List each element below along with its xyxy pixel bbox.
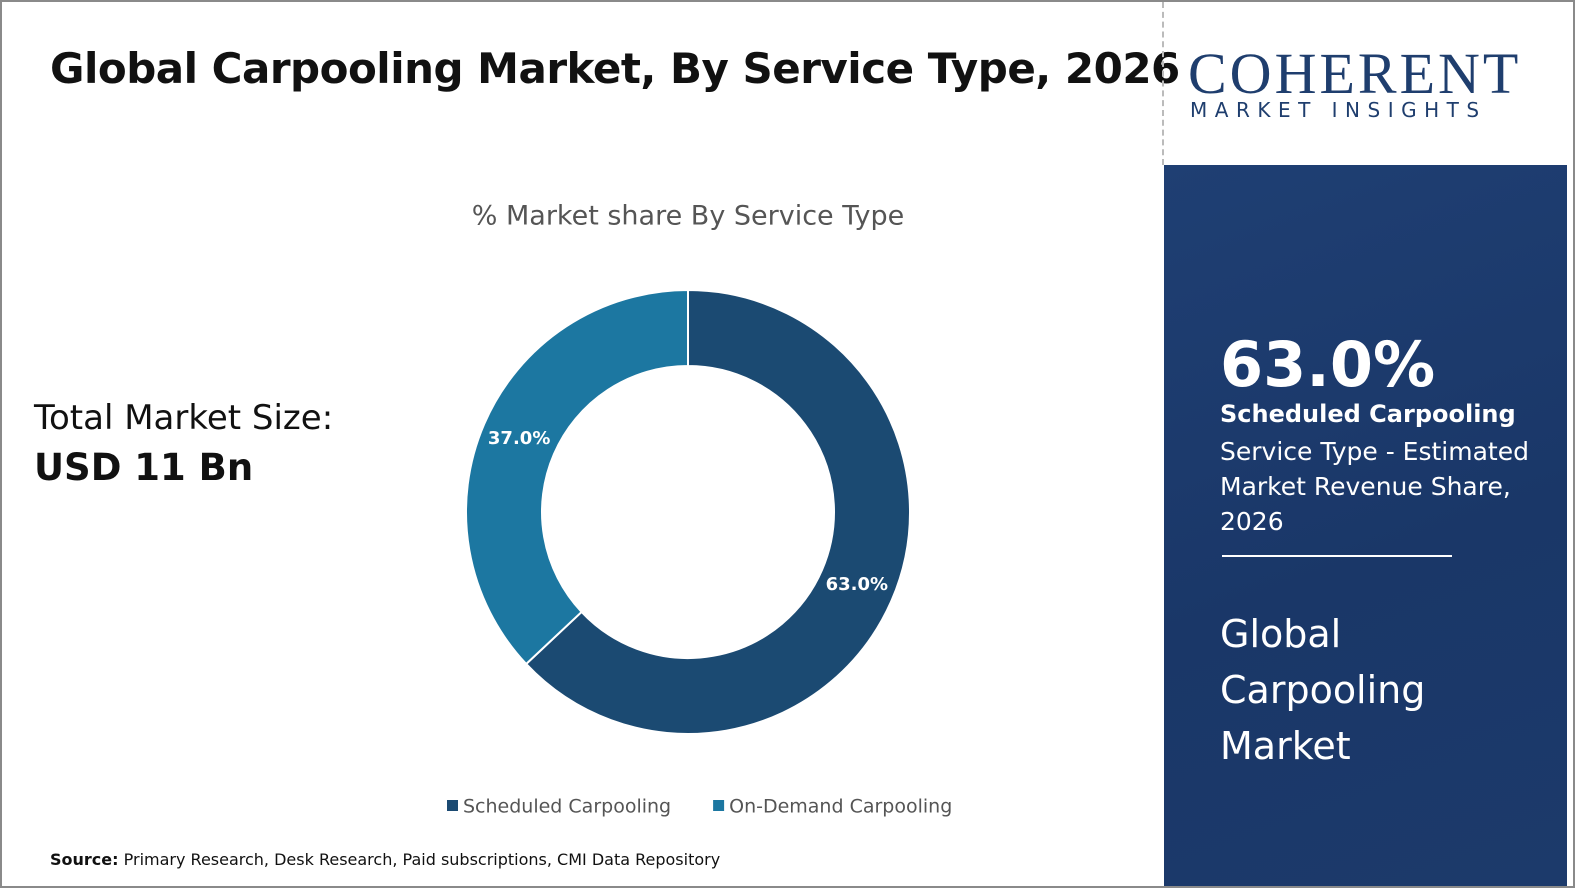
highlight-panel [1164,165,1567,886]
data-label: 37.0% [488,428,550,449]
logo-tagline: MARKET INSIGHTS [1190,98,1487,122]
legend-label: Scheduled Carpooling [463,796,671,818]
chart: % Market share By Service Type 63.0% 37.0… [447,201,952,818]
legend-swatch [713,800,725,811]
donut-segment [524,288,911,735]
source-label: Source: [50,850,119,869]
divider [1162,2,1164,165]
highlight-market: Global Carpooling Market [1220,612,1426,768]
data-label: 63.0% [826,574,888,595]
legend-label: On-Demand Carpooling [729,796,952,818]
chart-title: % Market share By Service Type [472,201,905,232]
highlight-description: Service Type - Estimated Market Revenue … [1220,437,1529,536]
highlight-value: 63.0% [1220,328,1436,401]
page-title: Global Carpooling Market, By Service Typ… [50,44,1180,93]
source: Source: Primary Research, Desk Research,… [50,850,720,869]
market-size-value: USD 11 Bn [34,446,254,489]
logo-name: COHERENT [1188,41,1522,106]
legend-swatch [447,800,458,811]
source-text: Primary Research, Desk Research, Paid su… [123,850,721,869]
highlight-rule [1222,555,1452,557]
highlight-segment: Scheduled Carpooling [1220,400,1516,428]
market-size-label: Total Market Size: [34,398,334,438]
donut-segment [465,288,689,666]
